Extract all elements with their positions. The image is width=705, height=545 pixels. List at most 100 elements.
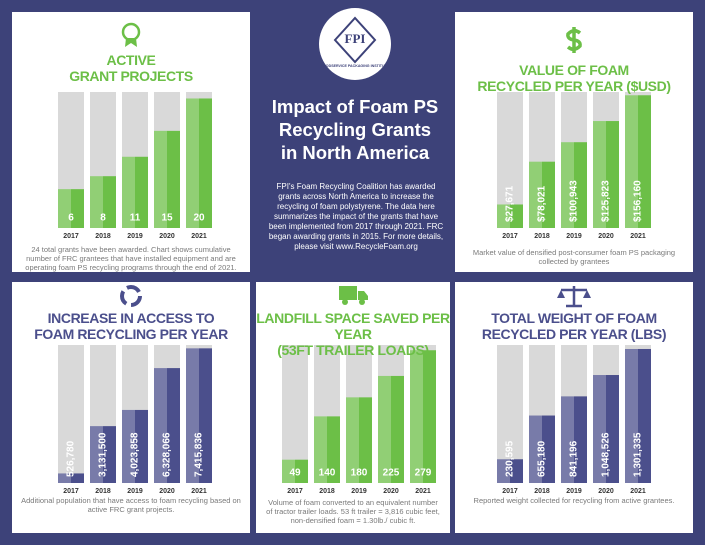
x-tick-label: 2020: [383, 488, 399, 495]
value-label: $100,943: [569, 180, 580, 222]
x-tick-label: 2017: [287, 488, 303, 495]
title-line: GRANT PROJECTS: [69, 68, 193, 84]
chart: 230,595 2017 655,180 2018 841,196 2019 1,048,5…: [497, 286, 651, 495]
chart: $27,671 2017 $78,021 2018 $100,943 2019 $125,8…: [497, 27, 651, 240]
x-tick-label: 2021: [191, 233, 207, 240]
value-label: 3,131,500: [98, 432, 109, 477]
bar: [58, 189, 84, 228]
logo-diamond: [333, 16, 377, 64]
value-label: 15: [161, 213, 173, 224]
chart-panel: 6 2017 8 2018 11 2019 15 2020 20 2021 ACTIVE GRANT …: [12, 12, 250, 272]
value-label: 20: [193, 213, 205, 224]
bar-background: [58, 345, 84, 483]
bar: [378, 375, 404, 483]
title-line: TOTAL WEIGHT OF FOAM: [491, 310, 657, 326]
x-tick-label: 2020: [598, 488, 614, 495]
title-line: Impact of Foam PS: [271, 96, 439, 117]
icon: [557, 290, 591, 298]
x-tick-label: 2020: [598, 233, 614, 240]
chart: 49 2017 140 2018 180 2019 225 2020 279 2021: [282, 286, 436, 495]
value-label: $125,823: [601, 180, 612, 222]
x-tick-label: 2017: [63, 488, 79, 495]
bar: [122, 156, 148, 228]
bar: [529, 161, 555, 228]
icon: [342, 299, 348, 305]
x-tick-label: 2019: [351, 488, 367, 495]
title-line: Recycling Grants: [278, 119, 432, 140]
x-tick-label: 2017: [502, 233, 518, 240]
value-label: 7,415,836: [194, 432, 205, 477]
bar: [58, 473, 84, 483]
value-label: 230,595: [505, 440, 516, 477]
chart-note: 24 total grants have been awarded. Chart…: [25, 245, 237, 272]
value-label: 655,180: [537, 440, 548, 477]
chart-panel: 49 2017 140 2018 180 2019 225 2020 279 2021 LANDFI…: [256, 282, 450, 533]
chart-panel: $27,671 2017 $78,021 2018 $100,943 2019 $125,8…: [455, 12, 693, 272]
logo-text: FPI: [345, 31, 366, 46]
value-label: 6,328,066: [162, 432, 173, 477]
value-label: 11: [130, 213, 141, 224]
panel-title: TOTAL WEIGHT OF FOAM RECYCLED PER YEAR (L…: [455, 310, 693, 342]
x-tick-label: 2017: [63, 233, 79, 240]
bar: [186, 348, 212, 483]
bar: [282, 459, 308, 483]
bar: [625, 348, 651, 483]
intro-text: FPI's Foam Recycling Coalition has award…: [268, 182, 444, 251]
bar: [561, 396, 587, 483]
icon: [339, 286, 357, 300]
main-title: Impact of Foam PS Recycling Grants in No…: [258, 95, 452, 164]
value-label: 4,023,858: [130, 432, 141, 477]
x-tick-label: 2017: [502, 488, 518, 495]
icon: [566, 27, 582, 53]
value-label: 225: [383, 468, 400, 479]
panel-title: VALUE OF FOAM RECYCLED PER YEAR ($USD): [455, 62, 693, 94]
icon: [121, 22, 141, 42]
bar: [593, 375, 619, 483]
bar: [186, 98, 212, 228]
value-label: 841,196: [569, 440, 580, 477]
bar: [593, 121, 619, 228]
x-tick-label: 2019: [127, 233, 143, 240]
bar: [529, 415, 555, 483]
value-label: 180: [351, 468, 368, 479]
value-label: 526,780: [66, 440, 77, 477]
title-line: RECYCLED PER YEAR ($USD): [477, 78, 671, 94]
chart-note: Reported weight collected for recycling …: [473, 496, 675, 505]
title-line: FOAM RECYCLING PER YEAR: [34, 326, 228, 342]
value-label: 140: [319, 468, 336, 479]
icon: [359, 299, 365, 305]
bar: [314, 416, 340, 483]
icon: [120, 285, 142, 307]
bar: [625, 95, 651, 228]
chart-note: Market value of densified post-consumer …: [472, 248, 676, 266]
panel-title: LANDFILL SPACE SAVED PER YEAR (53FT TRAIL…: [256, 310, 450, 358]
value-label: 1,048,526: [601, 432, 612, 477]
title-line: VALUE OF FOAM: [519, 62, 629, 78]
title-line: LANDFILL SPACE SAVED PER YEAR: [256, 310, 450, 342]
value-label: 6: [68, 213, 74, 224]
x-tick-label: 2020: [159, 488, 175, 495]
bar: [497, 459, 523, 483]
x-tick-label: 2018: [534, 488, 550, 495]
chart-note: Additional population that have access t…: [21, 496, 241, 514]
bar: [497, 204, 523, 228]
title-line: in North America: [280, 142, 430, 163]
logo: FPI FOODSERVICE PACKAGING INSTITUTE: [319, 8, 391, 80]
chart-note: Volume of foam converted to an equivalen…: [266, 498, 440, 525]
x-tick-label: 2021: [415, 488, 431, 495]
bar: [410, 350, 436, 483]
chart: 526,780 2017 3,131,500 2018 4,023,858 2019 6,3…: [58, 285, 212, 495]
value-label: $78,021: [537, 185, 548, 222]
x-tick-label: 2018: [534, 233, 550, 240]
bar: [90, 176, 116, 228]
value-label: 8: [100, 213, 106, 224]
icon: [561, 286, 587, 308]
x-tick-label: 2019: [566, 488, 582, 495]
bar: [154, 130, 180, 228]
x-tick-label: 2018: [95, 488, 111, 495]
icon: [125, 38, 137, 47]
value-label: 1,301,335: [633, 432, 644, 477]
x-tick-label: 2021: [191, 488, 207, 495]
